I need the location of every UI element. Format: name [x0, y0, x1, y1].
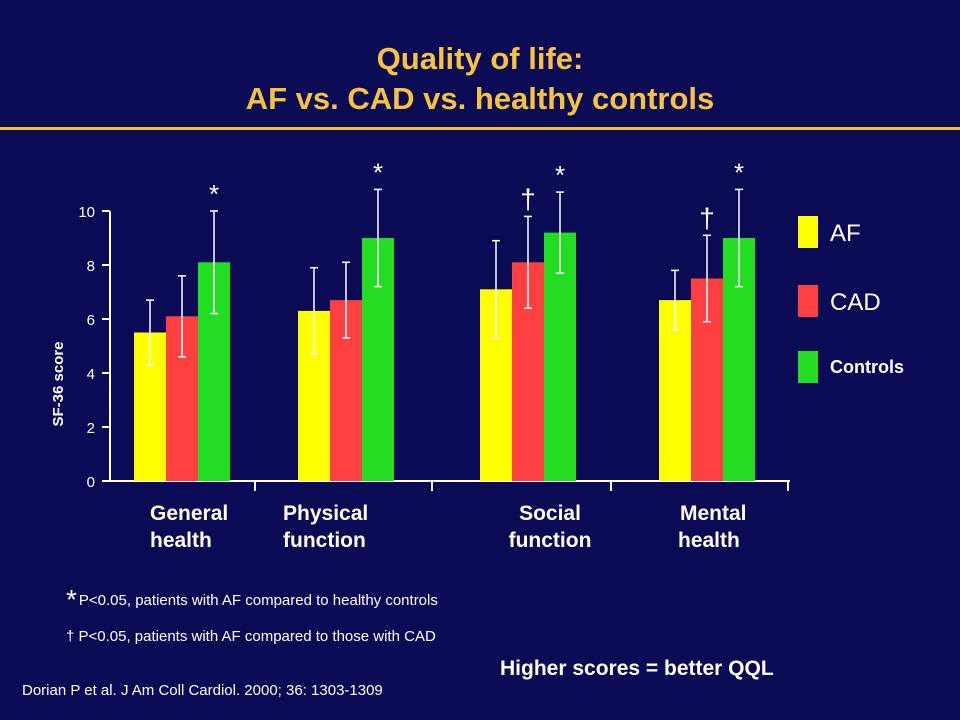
y-tick-label: 0 [87, 474, 95, 491]
significance-star: * [734, 157, 744, 187]
category-label-line: health [150, 529, 212, 552]
category-label-social-function: Social function [500, 500, 600, 554]
significance-star: * [555, 160, 565, 190]
y-tick-label: 2 [87, 420, 95, 437]
significance-dagger: † [520, 183, 536, 214]
category-label-line: Social [519, 502, 581, 525]
y-tick-label: 10 [78, 204, 95, 221]
footnote-star-text: P<0.05, patients with AF compared to hea… [78, 592, 438, 609]
title-line-1: Quality of life: [376, 41, 584, 76]
title-divider [0, 127, 960, 130]
legend-label-controls: Controls [830, 357, 904, 377]
significance-dagger: † [699, 202, 715, 233]
category-label-physical-function: Physical function [283, 500, 368, 554]
footnote-star-symbol: * [66, 584, 77, 615]
category-label-line: Mental [680, 502, 747, 525]
title-line-2: AF vs. CAD vs. healthy controls [245, 81, 715, 116]
y-tick-label: 6 [87, 312, 95, 329]
significance-star: * [209, 179, 219, 209]
legend-swatch-af [798, 216, 818, 248]
citation: Dorian P et al. J Am Coll Cardiol. 2000;… [22, 682, 383, 699]
significance-star: * [373, 157, 383, 187]
footnote-dagger: † P<0.05, patients with AF compared to t… [66, 628, 436, 645]
category-label-line: Physical [283, 502, 369, 525]
summary-note: Higher scores = better QQL [500, 657, 774, 680]
legend-label-af: AF [830, 220, 861, 247]
legend-swatch-controls [798, 351, 818, 383]
y-tick-label: 4 [87, 366, 95, 383]
footnote-star: * P<0.05, patients with AF compared to he… [66, 584, 438, 616]
y-axis-label: SF-36 score [50, 341, 67, 427]
legend-label-cad: CAD [830, 289, 881, 316]
y-tick-label: 8 [87, 258, 95, 275]
bar-controls [544, 232, 576, 481]
category-label-line: function [508, 529, 592, 552]
legend-swatch-cad [798, 285, 818, 317]
category-label-line: General [150, 502, 229, 525]
category-label-line: health [678, 529, 740, 552]
category-label-general-health: General health [150, 500, 228, 554]
category-label-line: function [283, 529, 366, 552]
category-label-mental-health: Mental health [678, 500, 747, 554]
